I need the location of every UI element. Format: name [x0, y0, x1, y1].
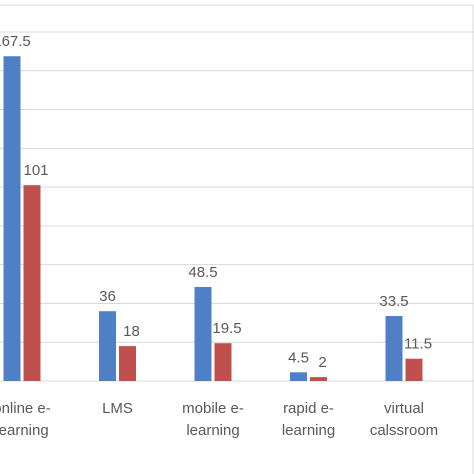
data-label: 18: [123, 323, 140, 340]
data-label: 4.5: [288, 349, 309, 366]
x-tick-label: LMS: [102, 400, 133, 417]
data-label: 2: [318, 354, 326, 371]
bar: [385, 316, 403, 381]
bar: [194, 286, 212, 381]
data-label: 48.5: [188, 264, 217, 281]
bar: [214, 343, 232, 381]
x-tick-label: virtual calssroom: [370, 400, 438, 439]
chart-frame: [0, 4, 474, 474]
data-label: 33.5: [379, 293, 408, 310]
data-label: 167.5: [0, 33, 31, 50]
bar: [310, 377, 327, 381]
bar: [99, 311, 116, 381]
bar: [290, 372, 307, 381]
bar: [23, 185, 41, 381]
bar: [3, 56, 21, 381]
data-label: 101: [23, 162, 48, 179]
x-tick-label: rapid e-learning: [282, 400, 335, 439]
x-tick-label: online e-learning: [0, 400, 51, 439]
data-label: 36: [99, 288, 116, 305]
bar: [405, 358, 423, 381]
data-label: 19.5: [212, 320, 241, 337]
bar: [119, 346, 136, 381]
x-tick-label: mobile e-learning: [182, 400, 244, 439]
data-label: 11.5: [404, 336, 432, 353]
